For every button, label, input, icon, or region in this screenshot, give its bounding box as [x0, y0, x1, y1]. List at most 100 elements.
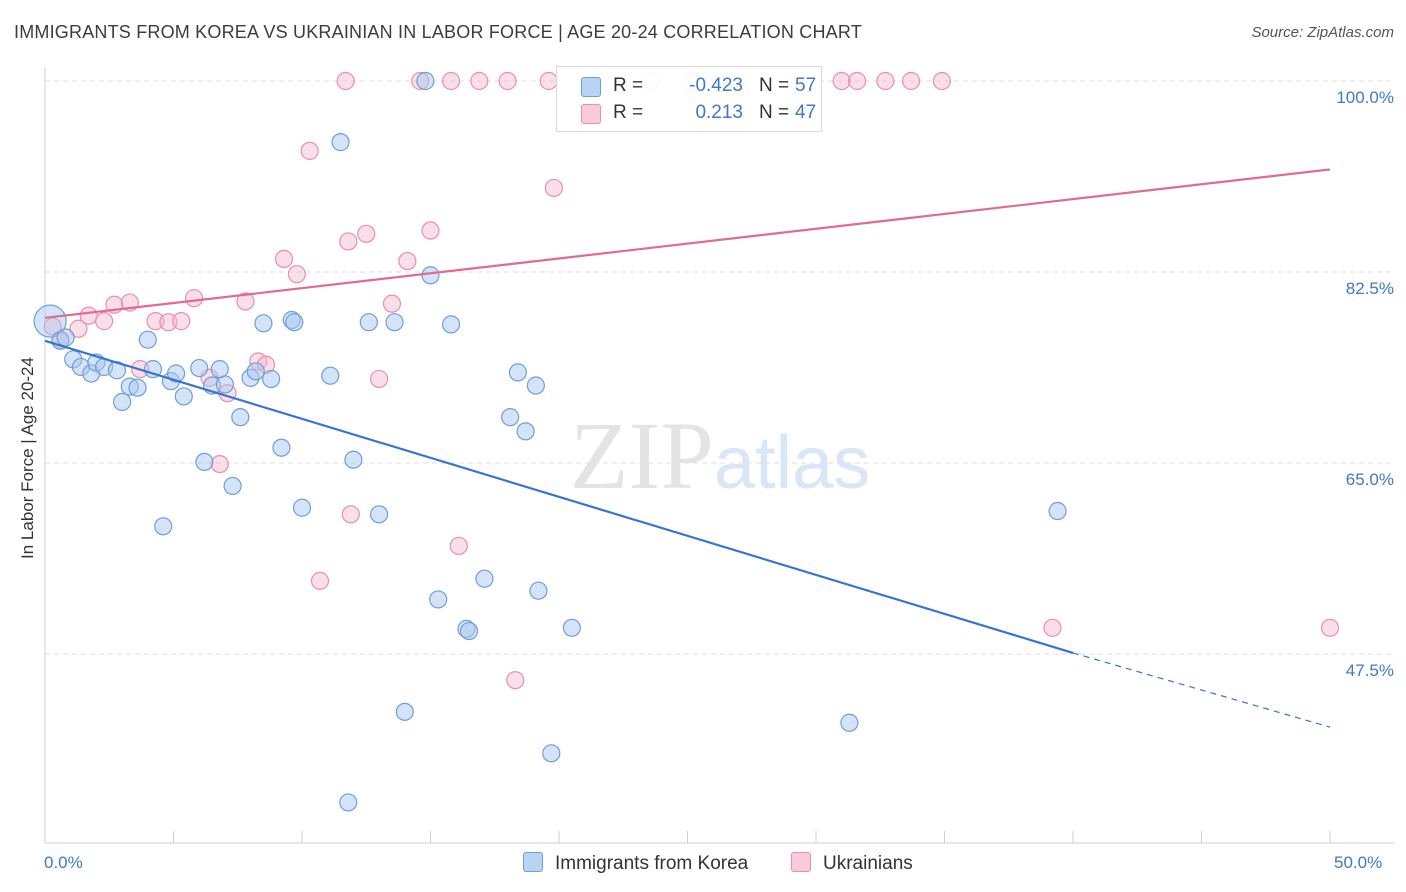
- korea-point: [344, 450, 363, 469]
- ukrainians-point: [274, 249, 294, 269]
- ukrainians-point: [339, 232, 358, 251]
- korea-point: [56, 328, 75, 347]
- ukrainians-point: [95, 312, 114, 331]
- ukrainians-point: [357, 224, 376, 243]
- ukrainians-point: [159, 313, 178, 332]
- ukrainians-point: [310, 571, 330, 590]
- korea-point: [370, 505, 389, 524]
- stats-legend: R = -0.423 N = 57 R = 0.213 N = 47: [556, 66, 822, 132]
- ukrainians-trend-line: [44, 168, 1331, 319]
- x-tick-label-0: 0.0%: [44, 853, 83, 872]
- korea-point: [292, 498, 312, 517]
- ukrainians-point: [300, 141, 319, 160]
- korea-point: [138, 330, 157, 349]
- source-label: Source: ZipAtlas.com: [1251, 24, 1394, 41]
- korea-point: [508, 363, 527, 382]
- korea-point: [516, 422, 535, 441]
- ukrainians-point: [287, 265, 306, 284]
- ukrainians-point: [876, 71, 895, 91]
- ukrainians-point: [184, 289, 204, 308]
- ukrainians-point: [172, 312, 191, 331]
- korea-trend-line: [44, 339, 1074, 654]
- ukrainians-point: [539, 71, 558, 91]
- korea-point: [154, 517, 173, 536]
- watermark: ZIPatlas: [570, 402, 870, 509]
- chart-title: IMMIGRANTS FROM KOREA VS UKRAINIAN IN LA…: [14, 22, 862, 42]
- legend-label-korea: Immigrants from Korea: [555, 853, 749, 874]
- ukrainians-point: [398, 251, 417, 271]
- legend-r-label: R =: [613, 102, 644, 123]
- ukrainians-point: [449, 536, 468, 556]
- y-tick-label-65: 65.0%: [1345, 470, 1394, 489]
- legend-item-ukr: Ukrainians: [791, 852, 913, 875]
- korea-point: [416, 71, 435, 91]
- ukrainians-point: [901, 71, 921, 91]
- x-tick-label-50: 50.0%: [1334, 853, 1383, 872]
- korea-point: [501, 408, 520, 427]
- ukrainians-point: [69, 319, 88, 338]
- korea-point: [231, 408, 250, 427]
- korea-point: [475, 569, 494, 588]
- ukrainians-point: [506, 671, 525, 690]
- korea-point: [112, 392, 132, 411]
- y-tick-label-82-5: 82.5%: [1345, 279, 1394, 298]
- ukrainians-point: [544, 178, 563, 198]
- legend-swatch-korea: [581, 77, 601, 97]
- legend-n-label: N =: [759, 75, 790, 96]
- korea-point: [339, 793, 358, 812]
- korea-point: [542, 744, 561, 763]
- korea-point: [1048, 501, 1067, 521]
- korea-point: [33, 304, 67, 338]
- korea-point: [840, 713, 859, 732]
- korea-point: [459, 621, 479, 641]
- korea-point: [285, 313, 304, 332]
- ukrainians-point: [79, 306, 98, 325]
- korea-point: [223, 476, 242, 496]
- legend-swatch-ukr: [581, 104, 601, 124]
- korea-point: [526, 376, 545, 395]
- y-tick-label-100: 100.0%: [1336, 88, 1394, 107]
- korea-point: [562, 618, 581, 637]
- legend-r-label: R =: [613, 75, 644, 96]
- ukrainians-point: [146, 312, 165, 331]
- legend-n-label: N =: [759, 102, 790, 123]
- korea-point: [359, 313, 378, 332]
- ukrainians-point: [1320, 618, 1340, 637]
- legend-item-korea: Immigrants from Korea: [523, 852, 748, 875]
- korea-point: [421, 266, 440, 285]
- korea-point: [331, 133, 350, 152]
- ukrainians-point: [236, 292, 255, 311]
- legend-label-ukr: Ukrainians: [823, 853, 913, 874]
- ukrainians-point: [932, 71, 952, 91]
- ukrainians-point: [341, 505, 360, 524]
- korea-point: [246, 362, 265, 381]
- korea-point: [385, 313, 404, 332]
- korea-point: [195, 452, 214, 472]
- korea-point: [190, 358, 209, 378]
- legend-swatch-ukr: [791, 852, 811, 872]
- ukrainians-point: [370, 369, 389, 389]
- ukrainians-point: [832, 71, 851, 91]
- korea-point: [272, 438, 291, 457]
- korea-point: [210, 360, 229, 379]
- korea-point: [128, 378, 147, 397]
- ukrainians-point: [470, 71, 489, 91]
- korea-point: [166, 364, 186, 383]
- y-axis-label: In Labor Force | Age 20-24: [18, 357, 37, 559]
- korea-point: [429, 590, 448, 609]
- korea-point: [395, 702, 414, 721]
- ukrainians-point: [210, 454, 229, 474]
- korea-point: [262, 369, 281, 389]
- legend-n-value: 47: [795, 102, 817, 123]
- legend-swatch-korea: [523, 852, 543, 872]
- ukrainians-point: [848, 71, 867, 91]
- ukrainians-point: [1043, 618, 1062, 637]
- korea-point: [254, 314, 273, 333]
- korea-point: [529, 581, 548, 600]
- legend-r-value: 0.213: [695, 102, 743, 123]
- legend-n-value: 57: [795, 75, 817, 96]
- y-tick-label-47-5: 47.5%: [1345, 661, 1394, 680]
- ukrainians-point: [336, 71, 355, 91]
- ukrainians-point: [382, 294, 402, 313]
